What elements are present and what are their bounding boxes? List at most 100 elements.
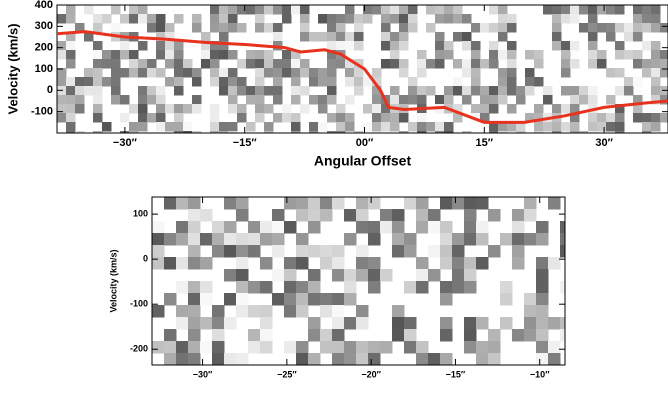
intensity-cell xyxy=(174,50,184,60)
intensity-cell xyxy=(309,95,319,105)
intensity-cell xyxy=(93,131,103,133)
intensity-cell xyxy=(624,77,634,87)
intensity-cell xyxy=(344,353,357,365)
intensity-cell xyxy=(336,41,346,51)
intensity-cell xyxy=(354,32,364,42)
intensity-cell xyxy=(498,14,508,24)
x-tick-label: −20″ xyxy=(361,369,381,379)
intensity-cell xyxy=(201,50,211,60)
intensity-cell xyxy=(651,113,661,123)
intensity-cell xyxy=(284,221,297,234)
intensity-cell xyxy=(260,341,273,354)
intensity-cell xyxy=(260,233,273,246)
intensity-cell xyxy=(344,293,357,306)
intensity-cell xyxy=(248,221,261,234)
intensity-cell xyxy=(188,257,201,270)
intensity-cell xyxy=(498,122,508,132)
intensity-cell xyxy=(296,245,309,258)
intensity-cell xyxy=(192,14,202,24)
intensity-cell xyxy=(224,353,237,365)
intensity-cell xyxy=(615,131,625,133)
intensity-map xyxy=(152,197,565,365)
intensity-cell xyxy=(471,50,481,60)
y-axis-title: Velocity (km/s) xyxy=(108,249,118,312)
intensity-cell xyxy=(464,233,477,246)
intensity-cell xyxy=(282,68,292,78)
intensity-cell xyxy=(524,209,537,222)
intensity-cell xyxy=(111,23,121,33)
intensity-cell xyxy=(165,50,175,60)
intensity-cell xyxy=(440,245,453,258)
intensity-cell xyxy=(57,77,67,87)
intensity-cell xyxy=(188,353,201,365)
y-tick-label: -100 xyxy=(31,106,53,118)
intensity-cell xyxy=(120,50,130,60)
intensity-cell xyxy=(524,305,537,318)
intensity-cell xyxy=(606,68,616,78)
intensity-cell xyxy=(354,86,364,96)
intensity-cell xyxy=(560,317,565,330)
intensity-cell xyxy=(570,14,580,24)
intensity-cell xyxy=(264,5,274,15)
intensity-cell xyxy=(440,317,453,330)
intensity-cell xyxy=(615,113,625,123)
intensity-cell xyxy=(219,86,229,96)
intensity-cell xyxy=(138,5,148,15)
intensity-cell xyxy=(291,68,301,78)
intensity-cell xyxy=(380,221,393,234)
intensity-cell xyxy=(176,281,189,294)
intensity-cell xyxy=(489,86,499,96)
intensity-cell xyxy=(200,209,213,222)
intensity-cell xyxy=(548,197,561,210)
intensity-cell xyxy=(93,14,103,24)
intensity-cell xyxy=(200,281,213,294)
intensity-cell xyxy=(212,353,225,365)
intensity-cell xyxy=(464,269,477,282)
intensity-cell xyxy=(300,104,310,114)
intensity-cell xyxy=(464,209,477,222)
intensity-cell xyxy=(84,5,94,15)
intensity-cell xyxy=(380,269,393,282)
intensity-cell xyxy=(156,41,166,51)
intensity-cell xyxy=(174,59,184,69)
intensity-cell xyxy=(507,68,517,78)
intensity-cell xyxy=(296,341,309,354)
intensity-cell xyxy=(164,257,177,270)
intensity-cell xyxy=(255,86,265,96)
intensity-cell xyxy=(606,122,616,132)
intensity-cell xyxy=(147,14,157,24)
intensity-cell xyxy=(228,68,238,78)
intensity-cell xyxy=(453,86,463,96)
intensity-cell xyxy=(284,293,297,306)
intensity-cell xyxy=(296,197,309,210)
intensity-cell xyxy=(66,104,76,114)
intensity-cell xyxy=(296,305,309,318)
intensity-cell xyxy=(147,68,157,78)
intensity-cell xyxy=(129,59,139,69)
intensity-cell xyxy=(408,5,418,15)
intensity-cell xyxy=(282,113,292,123)
y-tick-label: 0 xyxy=(143,254,148,264)
intensity-cell xyxy=(296,353,309,365)
intensity-cell xyxy=(156,23,166,33)
intensity-cell xyxy=(525,113,535,123)
intensity-cell xyxy=(428,245,441,258)
intensity-cell xyxy=(372,95,382,105)
intensity-cell xyxy=(284,281,297,294)
intensity-cell xyxy=(212,221,225,234)
intensity-cell xyxy=(534,131,544,133)
intensity-cell xyxy=(237,59,247,69)
intensity-cell xyxy=(516,95,526,105)
intensity-cell xyxy=(156,113,166,123)
intensity-cell xyxy=(512,329,525,342)
intensity-cell xyxy=(480,95,490,105)
intensity-cell xyxy=(296,293,309,306)
intensity-cell xyxy=(282,59,292,69)
intensity-cell xyxy=(356,209,369,222)
intensity-cell xyxy=(291,59,301,69)
intensity-cell xyxy=(255,95,265,105)
intensity-cell xyxy=(66,59,76,69)
intensity-cell xyxy=(660,113,668,123)
intensity-cell xyxy=(336,131,346,133)
intensity-cell xyxy=(444,14,454,24)
